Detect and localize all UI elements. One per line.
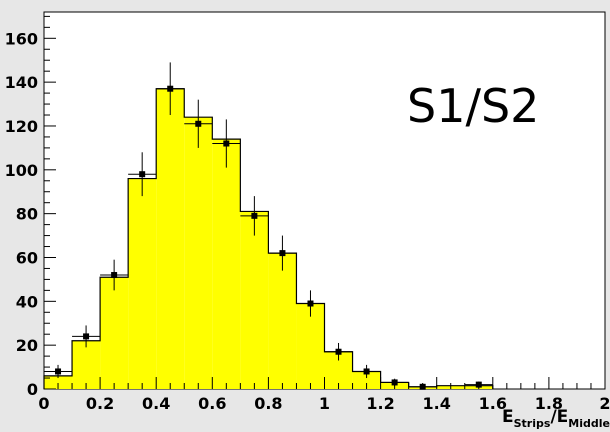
histogram-bar [240, 211, 269, 389]
point-marker [279, 250, 286, 257]
histogram-bar [72, 340, 101, 389]
y-axis-ticks: 0 20 40 60 80 100 120 140 160 [5, 15, 56, 399]
data-point [380, 378, 409, 387]
x-tick-label: 1.4 [423, 394, 451, 413]
x-label-sub-2: Middle [568, 417, 610, 430]
histogram-bar [296, 303, 325, 389]
point-marker [307, 300, 314, 307]
histogram-bar [212, 139, 241, 389]
data-point [296, 290, 325, 317]
x-tick-label: 0.4 [142, 394, 170, 413]
point-marker [55, 368, 62, 375]
data-point [100, 259, 129, 291]
data-point [240, 196, 269, 236]
data-point [268, 235, 297, 271]
x-tick-label: 1.6 [479, 394, 507, 413]
data-point [464, 381, 493, 388]
point-marker [139, 171, 146, 178]
point-marker [167, 85, 174, 92]
x-tick-label: 1.2 [366, 394, 394, 413]
y-tick-label: 80 [16, 205, 38, 224]
data-point [408, 383, 437, 390]
x-tick-label: 2 [599, 394, 610, 413]
data-point [72, 325, 101, 348]
x-label-main-2: E [557, 407, 569, 427]
y-tick-label: 160 [5, 29, 38, 48]
x-label-main-1: E [502, 407, 514, 427]
s1-s2-annotation: S1/S2 [407, 79, 539, 133]
data-point [324, 342, 353, 361]
data-points [44, 62, 493, 390]
y-tick-label: 60 [16, 248, 38, 267]
y-tick-label: 140 [5, 73, 38, 92]
histogram-bar [128, 178, 157, 389]
x-tick-label: 0 [38, 394, 49, 413]
point-marker [391, 379, 398, 386]
point-marker [335, 348, 342, 355]
y-tick-label: 100 [5, 161, 38, 180]
data-point [128, 152, 157, 197]
x-label-sub-1: Strips [514, 417, 551, 430]
histogram-bar [352, 371, 381, 389]
x-tick-label: 0.6 [198, 394, 226, 413]
histogram-bar [100, 277, 129, 389]
x-axis-label: EStrips/EMiddle [502, 407, 610, 430]
x-tick-label: 1 [319, 394, 330, 413]
point-marker [419, 383, 426, 390]
point-marker [363, 368, 370, 375]
y-tick-label: 40 [16, 292, 38, 311]
point-marker [223, 140, 230, 147]
x-tick-label: 0.2 [86, 394, 114, 413]
point-marker [83, 333, 90, 340]
histogram-bar [44, 375, 73, 389]
y-tick-label: 120 [5, 117, 38, 136]
histogram-bar [156, 88, 185, 389]
y-tick-label: 20 [16, 336, 38, 355]
point-marker [111, 272, 118, 279]
data-point [44, 364, 73, 379]
point-marker [475, 381, 482, 388]
data-point [352, 364, 381, 379]
data-point [212, 119, 241, 168]
histogram-bar [268, 253, 297, 389]
x-tick-label: 1.8 [535, 394, 563, 413]
y-tick-label: 0 [27, 380, 38, 399]
data-point [156, 62, 185, 116]
point-marker [251, 212, 258, 219]
point-marker [195, 120, 202, 127]
x-tick-label: 0.8 [254, 394, 282, 413]
x-axis-ticks: 0 0.2 0.4 0.6 0.8 1 1.2 1.4 1.6 1.8 2 [38, 377, 610, 413]
histogram-bar [184, 117, 213, 390]
x-label-slash: / [550, 407, 557, 427]
data-point [184, 99, 213, 148]
